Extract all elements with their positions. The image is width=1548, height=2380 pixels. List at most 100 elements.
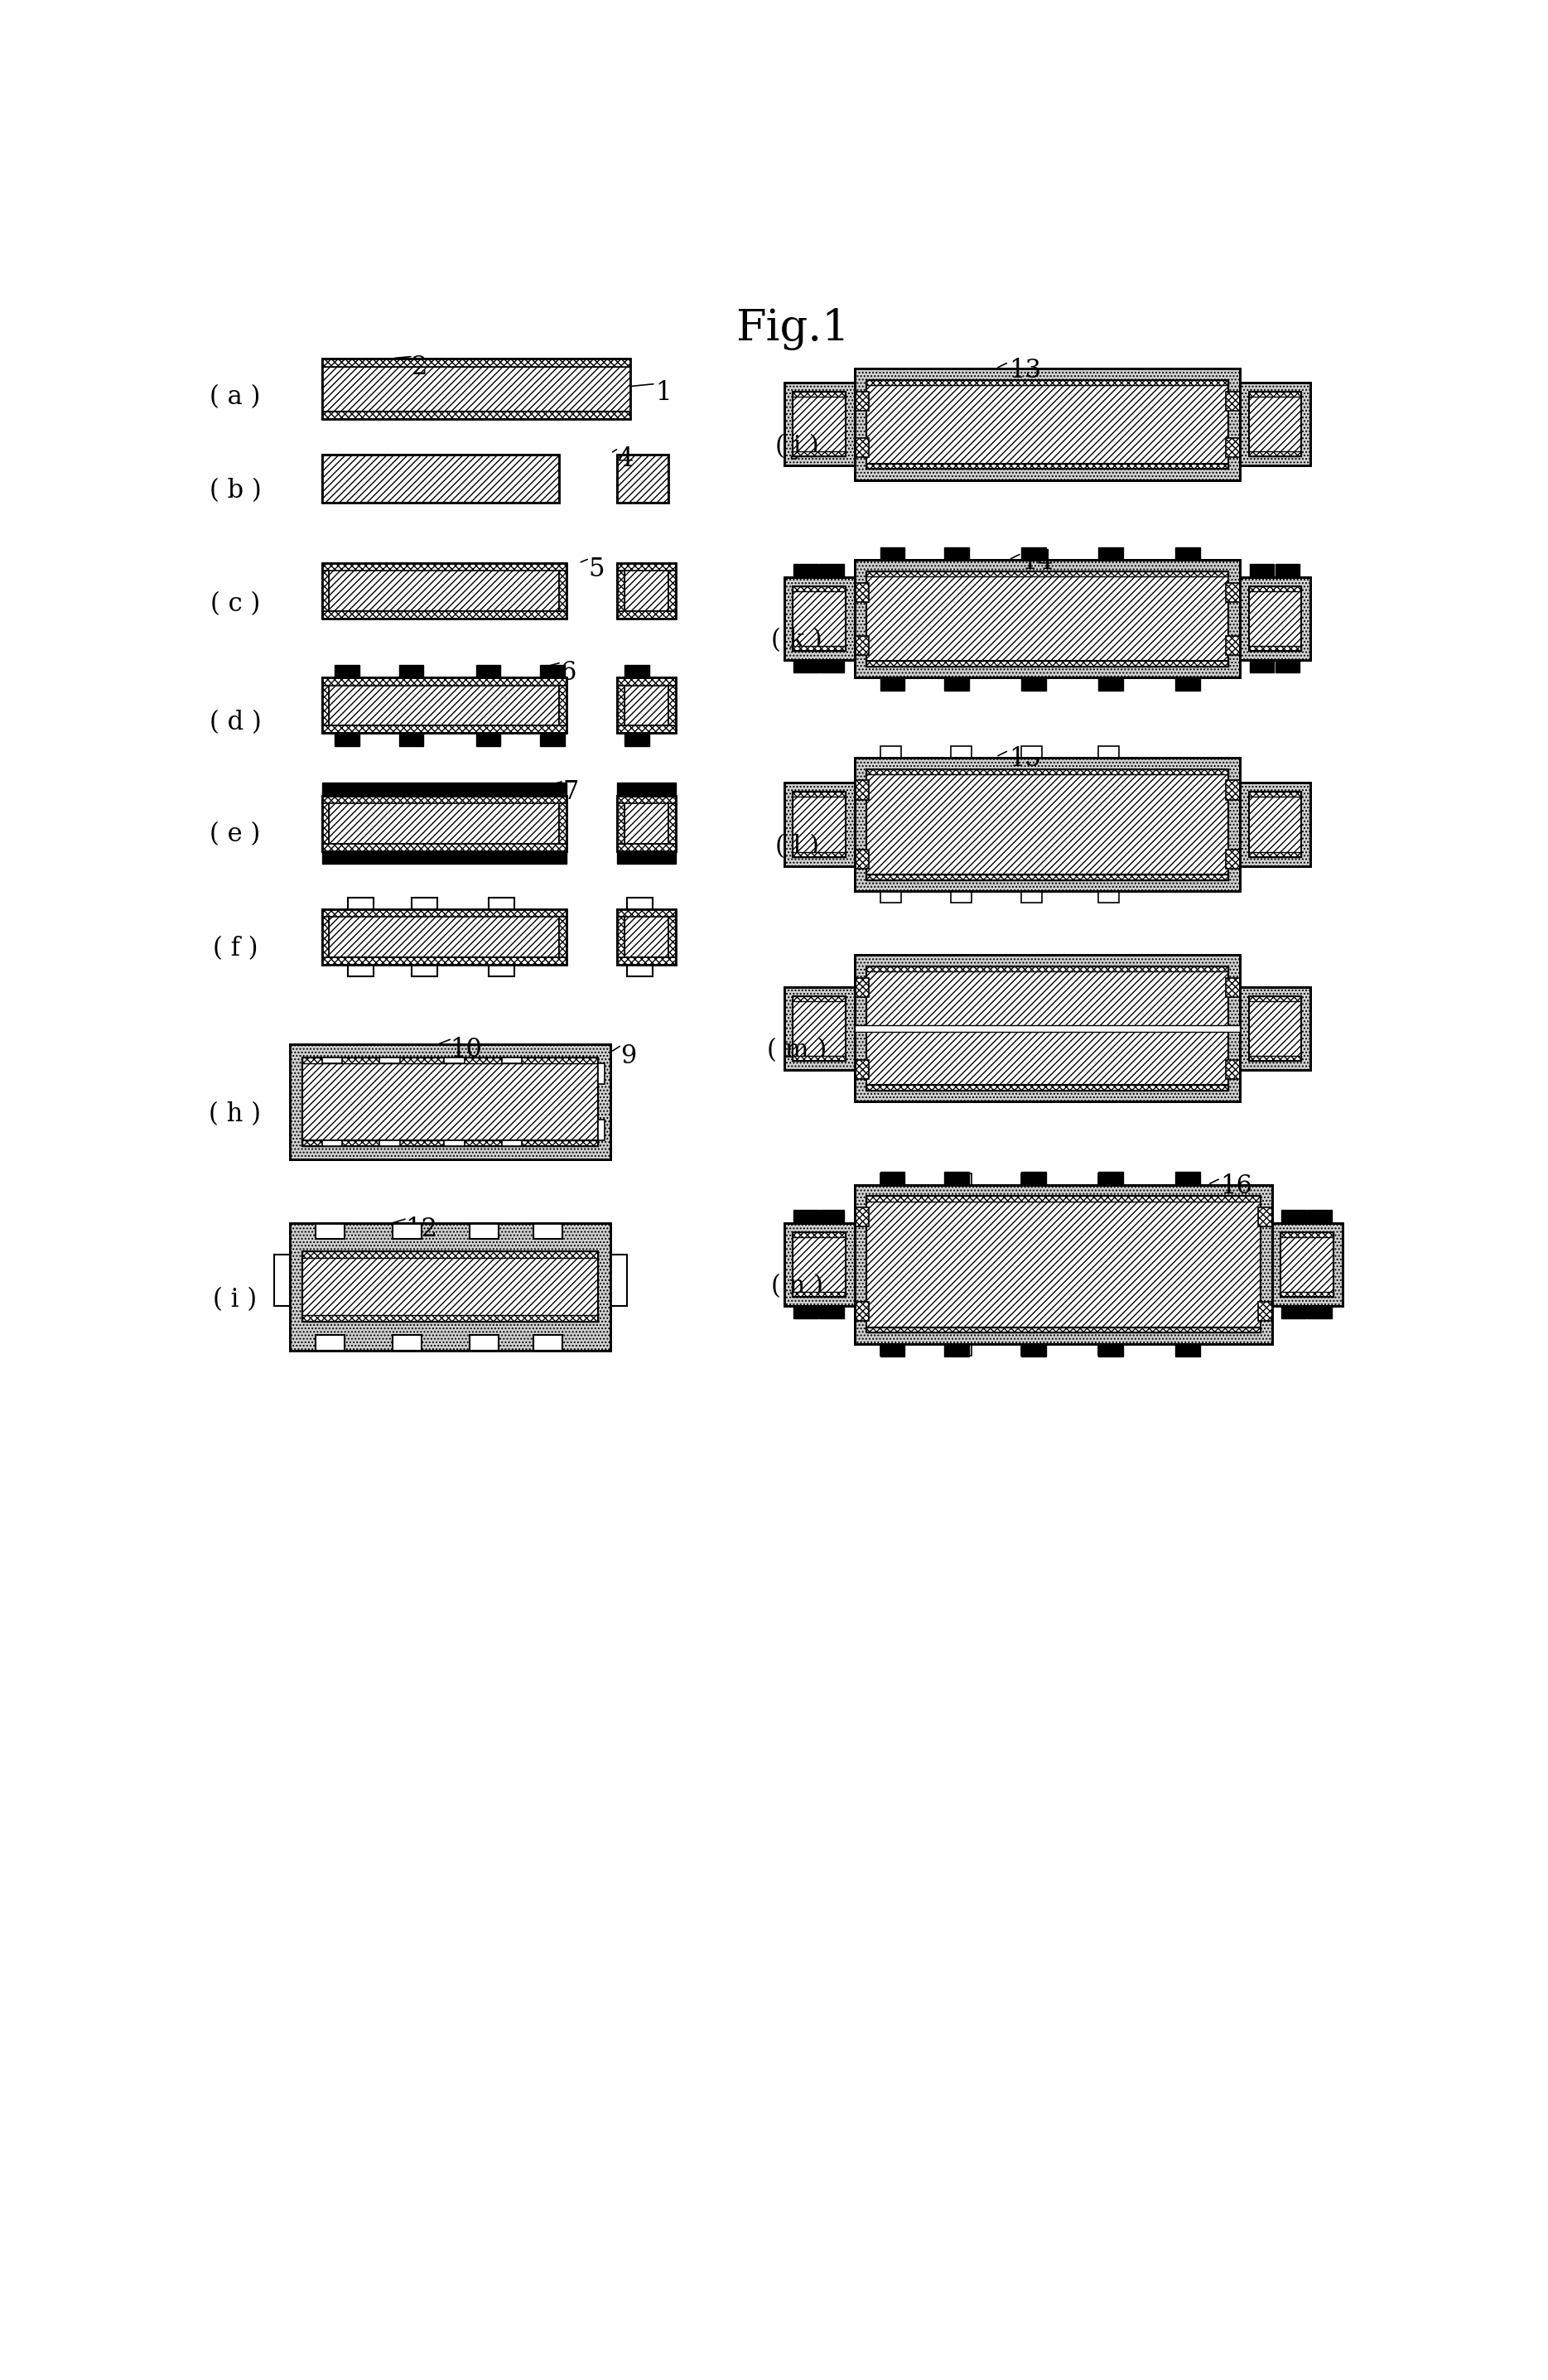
Bar (1240, 988, 1311, 1071)
Bar (322, 916, 328, 957)
Bar (316, 1223, 344, 1240)
Bar (1240, 988, 1311, 1071)
Bar (1249, 452, 1302, 457)
Bar (379, 1140, 401, 1147)
Bar (322, 843, 567, 852)
Bar (783, 576, 854, 659)
Bar (618, 909, 675, 916)
Bar (793, 995, 845, 1061)
Text: ( f ): ( f ) (212, 935, 259, 962)
Bar (1099, 678, 1122, 690)
Bar (559, 804, 567, 843)
Bar (559, 916, 567, 957)
Bar (618, 783, 675, 795)
Bar (1226, 635, 1240, 655)
Bar (867, 662, 1228, 666)
Bar (867, 876, 1228, 881)
Bar (322, 795, 567, 804)
Bar (854, 559, 1240, 678)
Bar (302, 1252, 598, 1321)
Bar (950, 745, 972, 757)
Bar (1240, 383, 1311, 466)
Bar (328, 802, 559, 843)
Bar (793, 585, 845, 652)
Text: ( n ): ( n ) (771, 1273, 824, 1299)
Bar (1175, 1345, 1200, 1357)
Bar (819, 1209, 844, 1223)
Bar (502, 1057, 522, 1064)
Bar (322, 678, 567, 685)
Bar (322, 795, 567, 852)
Bar (302, 1252, 598, 1321)
Bar (1249, 585, 1302, 590)
Bar (867, 1197, 1260, 1202)
Bar (1099, 547, 1122, 559)
Bar (624, 685, 669, 726)
Bar (1240, 383, 1311, 466)
Bar (793, 452, 845, 457)
Text: 14: 14 (1022, 550, 1054, 574)
Bar (783, 783, 854, 866)
Bar (412, 964, 438, 976)
Bar (489, 897, 514, 909)
Bar (867, 971, 1228, 1085)
Bar (793, 390, 845, 457)
Bar (854, 850, 868, 869)
Bar (399, 733, 423, 745)
Bar (1249, 564, 1274, 576)
Bar (1259, 1302, 1272, 1321)
Bar (302, 1140, 598, 1147)
Bar (1249, 793, 1302, 857)
Bar (322, 909, 567, 916)
Bar (618, 564, 675, 571)
Bar (1226, 390, 1240, 412)
Bar (854, 635, 868, 655)
Bar (289, 1223, 611, 1349)
Bar (944, 1345, 969, 1357)
Bar (475, 664, 500, 678)
Bar (867, 1085, 1228, 1090)
Bar (489, 964, 514, 976)
Text: ( b ): ( b ) (209, 478, 262, 505)
Bar (881, 1345, 904, 1357)
Bar (322, 726, 567, 733)
Bar (618, 795, 675, 852)
Bar (625, 664, 649, 678)
Bar (302, 1064, 598, 1140)
Bar (1249, 390, 1302, 457)
Bar (793, 995, 845, 1002)
Bar (469, 1223, 498, 1240)
Bar (334, 664, 359, 678)
Bar (618, 455, 669, 502)
Bar (669, 571, 675, 612)
Bar (1249, 1057, 1302, 1061)
Bar (322, 1057, 342, 1064)
Bar (854, 1185, 1272, 1345)
Bar (1022, 1171, 1046, 1185)
Bar (540, 664, 565, 678)
Bar (783, 988, 854, 1071)
Bar (783, 383, 854, 466)
Bar (854, 1185, 1272, 1345)
Bar (611, 1254, 627, 1307)
Bar (950, 1345, 972, 1357)
Text: 1: 1 (656, 381, 672, 405)
Bar (854, 369, 1240, 481)
Bar (854, 438, 868, 457)
Bar (399, 664, 423, 678)
Bar (1249, 659, 1274, 674)
Bar (322, 909, 567, 964)
Bar (1249, 995, 1302, 1061)
Bar (393, 1335, 421, 1349)
Bar (794, 659, 817, 674)
Bar (1249, 793, 1302, 797)
Bar (624, 802, 669, 843)
Bar (289, 1223, 611, 1349)
Bar (618, 795, 675, 804)
Bar (1022, 547, 1046, 559)
Bar (794, 1307, 817, 1319)
Text: ( i ): ( i ) (214, 1288, 257, 1311)
Text: 13: 13 (1009, 357, 1040, 383)
Bar (540, 733, 565, 745)
Text: ( l ): ( l ) (776, 833, 819, 859)
